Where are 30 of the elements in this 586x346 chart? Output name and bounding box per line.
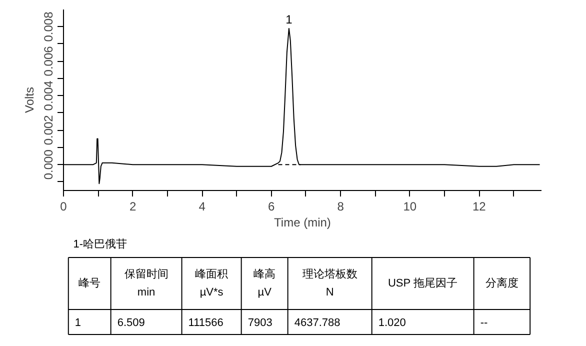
x-tick-label: 6 [268,200,275,214]
y-axis-title: Volts [22,86,36,114]
text: 理论塔板数 N [302,268,358,298]
text: -- [480,317,488,329]
x-tick-label: 2 [129,200,136,214]
y-tick-label: 0.000 [42,149,56,180]
x-tick-label: 8 [337,200,344,214]
y-tick-label: 0.006 [42,46,56,76]
x-tick-label: 4 [198,200,206,214]
text: 峰面积 µV*s [195,268,228,298]
text: 峰高 µV [254,268,276,298]
text: 峰号 [78,278,101,290]
text: 111566 [188,317,224,329]
text: 7903 [248,317,272,329]
x-tick-label: 10 [403,200,417,214]
text: 1.020 [378,317,406,329]
x-tick-label: 0 [60,200,68,214]
y-tick-label: 0.004 [42,80,56,111]
x-axis-title: Time (min) [274,216,331,230]
annotation: 1 [286,12,293,26]
text: 4637.788 [294,317,340,329]
text: 1 [74,317,82,329]
x-tick-label: 12 [472,200,486,214]
y-tick-label: 0.002 [42,114,56,146]
text: 分离度 [485,276,518,290]
text: USP 拖尾因子 [388,278,458,290]
text: 保留时间 min [124,268,168,298]
y-tick-label: 0.008 [42,11,56,42]
text: 1-哈巴俄苷 [73,238,128,250]
text: 6.509 [117,317,145,329]
